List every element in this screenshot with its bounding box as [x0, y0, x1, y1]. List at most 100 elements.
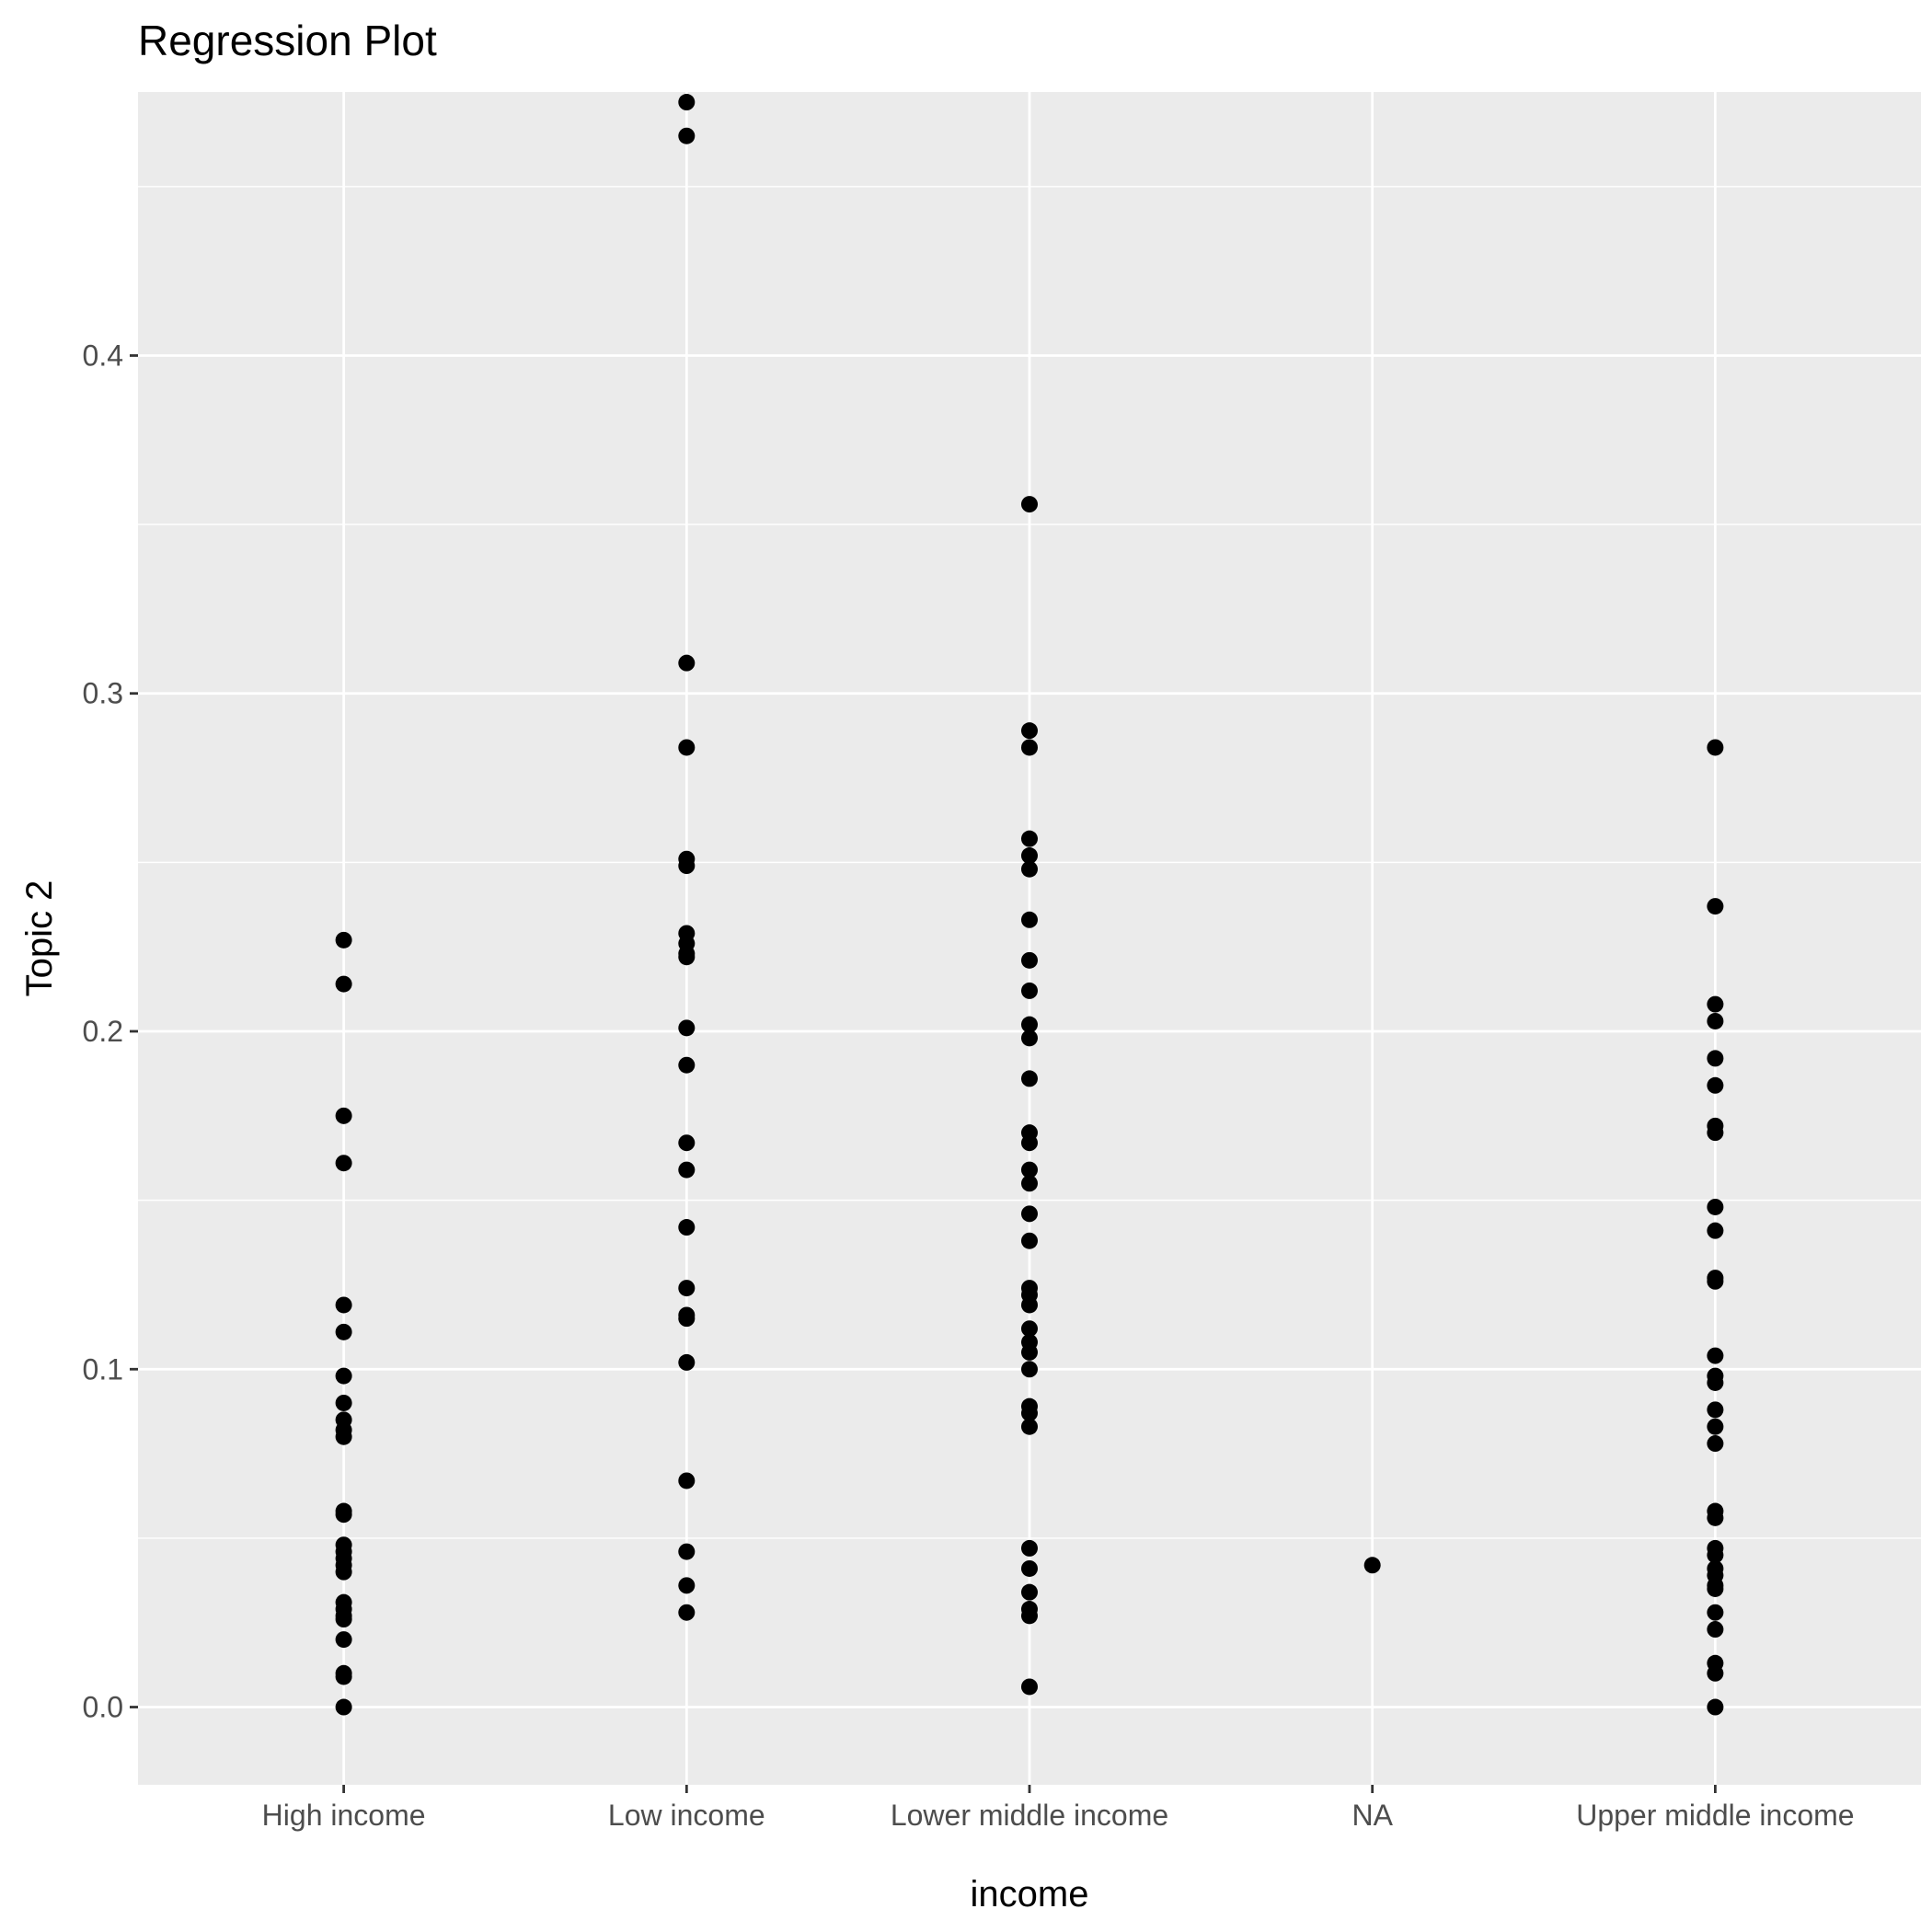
data-point [1707, 1698, 1724, 1716]
data-point [1021, 1320, 1038, 1338]
data-point [1021, 1016, 1038, 1033]
data-point [1707, 1401, 1724, 1419]
data-point [1021, 830, 1038, 847]
data-point [1707, 995, 1724, 1013]
data-point [1021, 1678, 1038, 1696]
x-tick-label: Low income [608, 1799, 765, 1832]
data-point [335, 1155, 352, 1172]
data-point [335, 1563, 352, 1581]
data-point [335, 1668, 352, 1685]
data-point [1707, 1664, 1724, 1682]
data-point [1021, 1539, 1038, 1557]
data-point [1707, 1050, 1724, 1067]
data-point [1021, 982, 1038, 999]
data-point [678, 1134, 696, 1152]
data-point [1021, 1607, 1038, 1625]
data-points [335, 94, 1724, 1716]
data-point [335, 1367, 352, 1385]
data-point [678, 1604, 696, 1621]
data-point [1707, 1347, 1724, 1364]
data-point [1707, 1076, 1724, 1094]
data-point [1021, 722, 1038, 740]
data-point [1707, 1374, 1724, 1391]
data-point [1021, 1405, 1038, 1422]
y-tick-label: 0.2 [83, 1015, 123, 1048]
data-point [1707, 1198, 1724, 1215]
data-point [1021, 1161, 1038, 1179]
x-tick-label: Lower middle income [891, 1799, 1168, 1832]
x-tick-label: Upper middle income [1576, 1799, 1854, 1832]
data-point [678, 94, 696, 111]
data-point [678, 127, 696, 144]
y-tick-label: 0.0 [83, 1691, 123, 1724]
data-point [678, 1472, 696, 1489]
data-point [1021, 911, 1038, 928]
data-point [335, 1506, 352, 1524]
data-point [335, 1323, 352, 1340]
data-point [335, 1394, 352, 1411]
data-point [1363, 1557, 1381, 1574]
data-point [678, 1161, 696, 1179]
data-point [1021, 1361, 1038, 1378]
data-point [335, 1428, 352, 1445]
data-point [1021, 1296, 1038, 1314]
data-point [678, 654, 696, 672]
data-point [678, 949, 696, 966]
data-point [1021, 860, 1038, 878]
data-point [1707, 1621, 1724, 1639]
data-point [678, 1219, 696, 1236]
data-point [1021, 1343, 1038, 1361]
data-point [1707, 1509, 1724, 1526]
data-point [1707, 898, 1724, 915]
y-tick-label: 0.1 [83, 1352, 123, 1386]
data-point [1021, 1559, 1038, 1577]
data-point [678, 1280, 696, 1297]
data-point [678, 857, 696, 875]
data-point [1707, 739, 1724, 756]
data-point [678, 1019, 696, 1037]
data-point [335, 1611, 352, 1628]
data-point [1021, 496, 1038, 513]
data-point [1707, 1604, 1724, 1621]
data-point [678, 1353, 696, 1371]
data-point [1707, 1124, 1724, 1142]
data-point [1707, 1580, 1724, 1597]
y-axis: 0.0 0.1 0.2 0.3 0.4 [83, 339, 138, 1724]
data-point [1021, 847, 1038, 865]
data-point [678, 1310, 696, 1328]
data-point [678, 1577, 696, 1594]
data-point [1021, 1070, 1038, 1087]
data-point [335, 1107, 352, 1124]
x-tick-label: High income [262, 1799, 426, 1832]
chart-title: Regression Plot [138, 17, 437, 64]
data-point [678, 1056, 696, 1074]
data-point [1021, 1232, 1038, 1249]
data-point [335, 931, 352, 949]
data-point [1021, 1175, 1038, 1192]
x-tick-label: NA [1351, 1799, 1393, 1832]
data-point [335, 975, 352, 993]
x-axis-title: income [971, 1874, 1089, 1915]
data-point [335, 1631, 352, 1649]
x-axis: High income Low income Lower middle income… [262, 1785, 1855, 1832]
data-point [1707, 1547, 1724, 1564]
data-point [1707, 1272, 1724, 1290]
data-point [1707, 1222, 1724, 1239]
y-axis-title: Topic 2 [19, 880, 60, 997]
y-tick-label: 0.4 [83, 339, 123, 372]
data-point [678, 739, 696, 756]
data-point [1707, 1012, 1724, 1029]
data-point [1021, 1029, 1038, 1047]
data-point [335, 1296, 352, 1314]
data-point [1707, 1435, 1724, 1453]
data-point [335, 1698, 352, 1716]
y-tick-label: 0.3 [83, 677, 123, 710]
data-point [1021, 1418, 1038, 1435]
data-point [1707, 1418, 1724, 1435]
data-point [1021, 1205, 1038, 1223]
data-point [1021, 951, 1038, 969]
data-point [1021, 1583, 1038, 1601]
data-point [1021, 739, 1038, 756]
data-point [1021, 1134, 1038, 1152]
